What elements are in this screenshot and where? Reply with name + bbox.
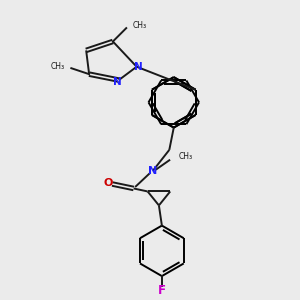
Text: O: O	[103, 178, 112, 188]
Text: F: F	[158, 284, 166, 297]
Text: CH₃: CH₃	[51, 62, 65, 71]
Text: CH₃: CH₃	[133, 21, 147, 30]
Text: N: N	[148, 166, 158, 176]
Text: CH₃: CH₃	[178, 152, 192, 161]
Text: N: N	[134, 62, 142, 72]
Text: N: N	[113, 76, 122, 87]
